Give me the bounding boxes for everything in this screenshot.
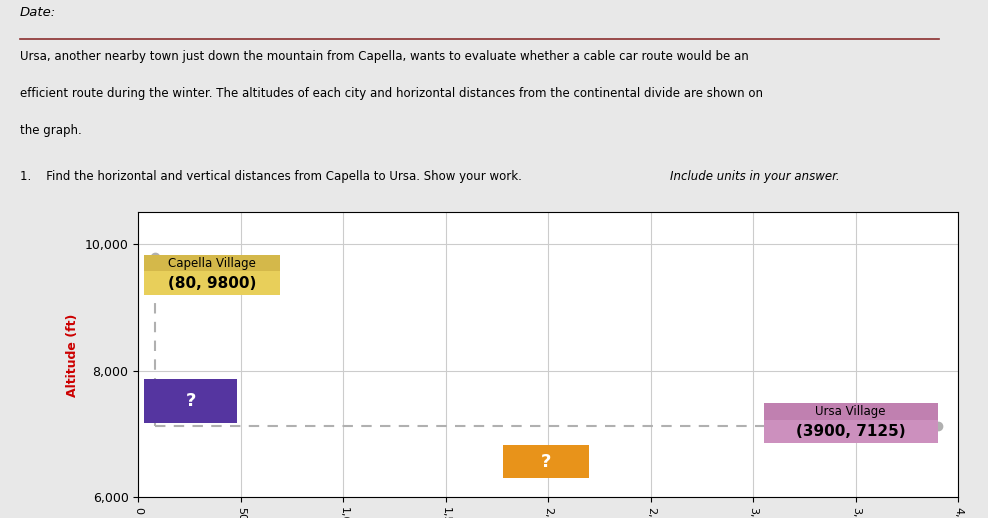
Text: ?: ? [186, 392, 196, 410]
Text: the graph.: the graph. [20, 124, 81, 137]
FancyBboxPatch shape [144, 379, 237, 423]
FancyBboxPatch shape [764, 420, 938, 443]
Text: Date:: Date: [20, 6, 55, 19]
Text: Ursa, another nearby town just down the mountain from Capella, wants to evaluate: Ursa, another nearby town just down the … [20, 50, 748, 63]
FancyBboxPatch shape [144, 255, 280, 271]
Text: efficient route during the winter. The altitudes of each city and horizontal dis: efficient route during the winter. The a… [20, 87, 763, 100]
Text: 1.    Find the horizontal and vertical distances from Capella to Ursa. Show your: 1. Find the horizontal and vertical dist… [20, 170, 526, 183]
FancyBboxPatch shape [764, 402, 938, 420]
FancyBboxPatch shape [144, 271, 280, 295]
FancyBboxPatch shape [503, 445, 589, 478]
Text: Include units in your answer.: Include units in your answer. [670, 170, 840, 183]
Text: ?: ? [541, 453, 551, 470]
Text: (3900, 7125): (3900, 7125) [796, 424, 906, 439]
Text: Ursa Village: Ursa Village [815, 405, 886, 418]
Text: (80, 9800): (80, 9800) [168, 276, 256, 291]
Y-axis label: Altitude (ft): Altitude (ft) [66, 313, 79, 396]
Text: Capella Village: Capella Village [168, 256, 256, 269]
